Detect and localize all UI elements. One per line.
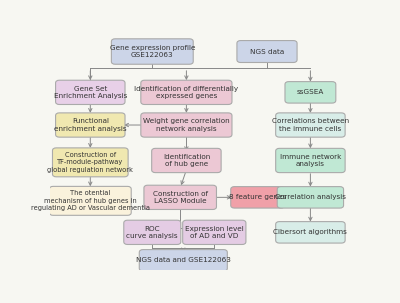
FancyBboxPatch shape [124,220,181,245]
Text: Cibersort algorithms: Cibersort algorithms [274,229,347,235]
FancyBboxPatch shape [144,185,216,209]
FancyBboxPatch shape [52,148,128,177]
Text: Weight gene correlation
network analysis: Weight gene correlation network analysis [143,118,230,132]
FancyBboxPatch shape [183,220,246,245]
FancyBboxPatch shape [237,41,297,62]
FancyBboxPatch shape [141,80,232,105]
Text: Functional
enrichment analysis: Functional enrichment analysis [54,118,127,132]
FancyBboxPatch shape [276,221,345,243]
Text: ROC
curve analysis: ROC curve analysis [126,226,178,239]
FancyBboxPatch shape [276,113,345,137]
FancyBboxPatch shape [139,250,227,271]
FancyBboxPatch shape [285,82,336,103]
Text: Gene Set
Enrichment Analysis: Gene Set Enrichment Analysis [54,86,127,99]
Text: Immune network
analysis: Immune network analysis [280,154,341,167]
Text: Gene expression profile
GSE122063: Gene expression profile GSE122063 [110,45,195,58]
FancyBboxPatch shape [111,39,193,64]
Text: NGS data: NGS data [250,48,284,55]
FancyBboxPatch shape [152,148,221,173]
FancyBboxPatch shape [56,80,125,105]
Text: ssGSEA: ssGSEA [297,89,324,95]
FancyBboxPatch shape [277,187,344,208]
Text: The otential
mechanism of hub genes in
regulating AD or Vascular dementia: The otential mechanism of hub genes in r… [31,190,150,211]
FancyBboxPatch shape [141,113,232,137]
Text: NGS data and GSE122063: NGS data and GSE122063 [136,257,231,263]
Text: Identification
of hub gene: Identification of hub gene [163,154,210,167]
FancyBboxPatch shape [276,148,345,173]
Text: Construction of
LASSO Module: Construction of LASSO Module [153,191,208,204]
Text: Expression level
of AD and VD: Expression level of AD and VD [185,226,244,239]
Text: Correlations between
the immune cells: Correlations between the immune cells [272,118,349,132]
FancyBboxPatch shape [49,186,131,215]
Text: 8 feature genes: 8 feature genes [229,194,286,200]
Text: Construction of
TF-module-pathway
global regulation network: Construction of TF-module-pathway global… [47,152,133,173]
FancyBboxPatch shape [56,113,125,137]
Text: Correlation analysis: Correlation analysis [275,194,346,200]
FancyBboxPatch shape [231,187,285,208]
Text: Identification of differentially
expressed genes: Identification of differentially express… [134,86,238,99]
